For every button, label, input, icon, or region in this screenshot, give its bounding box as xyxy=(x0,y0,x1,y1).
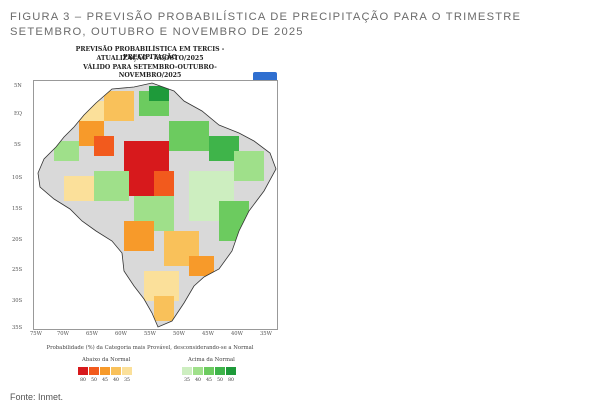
legend-swatch-above-3 xyxy=(215,367,225,375)
map-header-line3: VÁLIDO PARA SETEMBRO-OUTUBRO-NOVEMBRO/20… xyxy=(83,64,217,79)
brazil-map xyxy=(37,82,277,328)
legend-swatch-below-3 xyxy=(111,367,121,375)
lat-label-30s: 30S xyxy=(12,298,23,304)
legend-swatch-below-1 xyxy=(89,367,99,375)
legend-swatch-above-1 xyxy=(193,367,203,375)
lat-label-25s: 25S xyxy=(12,267,23,273)
map-header-line1: PREVISÃO PROBABILÍSTICA EM TERCIS - PREC… xyxy=(75,46,225,61)
lon-label-50w: 50W xyxy=(173,331,185,337)
legend-swatch-below-2 xyxy=(100,367,110,375)
figure-caption: FIGURA 3 – PREVISÃO PROBABILÍSTICA DE PR… xyxy=(10,11,522,38)
lon-label-75w: 75W xyxy=(30,331,42,337)
lat-label-10s: 10S xyxy=(12,175,23,181)
brazil-outline xyxy=(37,82,277,328)
legend-value-above-1: 40 xyxy=(195,378,201,383)
lon-label-35w: 35W xyxy=(260,331,272,337)
plot-area xyxy=(33,80,278,330)
figure-source: Fonte: Inmet. xyxy=(10,392,64,402)
lat-label-15s: 15S xyxy=(12,206,23,212)
legend-value-above-3: 50 xyxy=(217,378,223,383)
legend-below-title: Abaixo da Normal xyxy=(82,357,131,363)
legend-swatch-below-0 xyxy=(78,367,88,375)
legend-above-title: Acima da Normal xyxy=(188,357,235,363)
legend-value-above-4: 80 xyxy=(228,378,234,383)
lon-label-65w: 65W xyxy=(86,331,98,337)
legend-swatch-above-0 xyxy=(182,367,192,375)
lat-label-20s: 20S xyxy=(12,237,23,243)
anomaly-cells xyxy=(54,86,264,321)
lon-label-40w: 40W xyxy=(231,331,243,337)
legend-value-below-1: 50 xyxy=(91,378,97,383)
legend-value-below-2: 45 xyxy=(102,378,108,383)
legend-value-below-0: 80 xyxy=(80,378,86,383)
lat-label-5n: 5N xyxy=(14,83,22,89)
legend-swatch-above-4 xyxy=(226,367,236,375)
legend-value-above-2: 45 xyxy=(206,378,212,383)
lat-label-5s: 5S xyxy=(14,142,21,148)
lon-label-45w: 45W xyxy=(202,331,214,337)
legend-swatch-below-4 xyxy=(122,367,132,375)
lon-label-70w: 70W xyxy=(57,331,69,337)
legend-value-below-3: 40 xyxy=(113,378,119,383)
map-header-line2: ATUALIZAÇÃO - AGOSTO/2025 xyxy=(96,55,204,62)
legend-value-below-4: 35 xyxy=(124,378,130,383)
probability-note: Probabilidade (%) da Categoria mais Prov… xyxy=(46,345,254,351)
lon-label-55w: 55W xyxy=(144,331,156,337)
lat-label-eq: EQ xyxy=(14,111,23,117)
lon-label-60w: 60W xyxy=(115,331,127,337)
legend-swatch-above-2 xyxy=(204,367,214,375)
lat-label-35s: 35S xyxy=(12,325,23,331)
legend-value-above-0: 35 xyxy=(184,378,190,383)
